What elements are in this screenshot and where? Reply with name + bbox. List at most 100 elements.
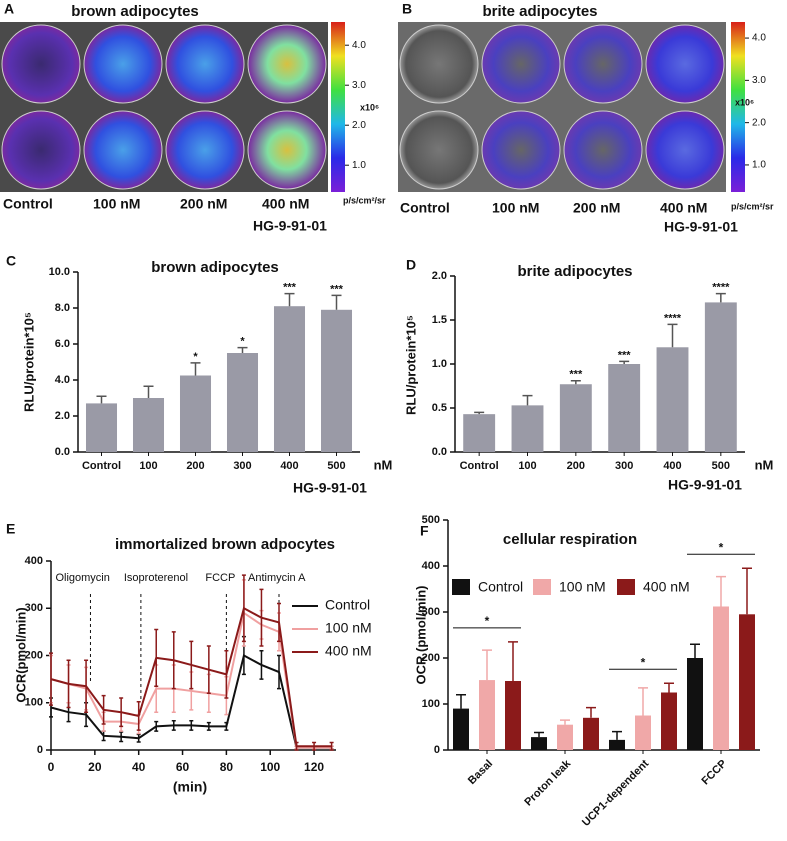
error-bar xyxy=(237,346,248,353)
panel-title: brite adipocytes xyxy=(482,3,597,20)
colorbar-tick-label: 3.0 xyxy=(752,75,766,86)
x-tick-label: 200 xyxy=(186,460,204,472)
y-tick-label: 1.5 xyxy=(432,314,447,326)
error-bar xyxy=(294,741,299,751)
x-tick-label: 100 xyxy=(139,460,157,472)
x-unit: nM xyxy=(374,457,393,472)
bar xyxy=(635,715,651,750)
colorbar-tick-label: 1.0 xyxy=(752,160,766,171)
x-unit: nM xyxy=(755,457,774,472)
well xyxy=(247,110,327,190)
panel-letter: C xyxy=(6,253,16,269)
x-tick-label: 0 xyxy=(48,760,55,774)
well xyxy=(645,110,725,190)
y-tick-label: 0.0 xyxy=(432,446,447,458)
well xyxy=(399,110,479,190)
x-tick-label: Proton leak xyxy=(522,757,573,808)
colorbar-tick-label: 3.0 xyxy=(352,80,366,91)
y-axis-label: RLU/protein*10⁵ xyxy=(21,312,36,412)
bar xyxy=(179,375,212,452)
error-bar xyxy=(277,654,281,690)
error-bar xyxy=(154,628,159,687)
y-tick-label: 2.0 xyxy=(432,270,447,282)
error-bar xyxy=(143,385,154,398)
column-label: 400 nM xyxy=(660,200,707,216)
legend-label: 100 nM xyxy=(325,620,372,636)
error-bar xyxy=(189,640,194,690)
error-bar xyxy=(690,643,700,658)
bar xyxy=(273,306,306,452)
bar xyxy=(656,347,689,452)
significance: **** xyxy=(664,312,682,324)
bar xyxy=(463,414,496,452)
error-bar xyxy=(638,687,648,716)
error-bar xyxy=(715,292,726,303)
x-tick-label: 100 xyxy=(518,460,536,472)
column-label: 400 nM xyxy=(262,196,309,212)
panel-letter: F xyxy=(420,523,429,539)
y-axis-label: RLU/protein*10⁵ xyxy=(403,315,418,415)
legend-label: 400 nM xyxy=(325,643,372,659)
error-bar xyxy=(96,395,107,404)
significance: * xyxy=(485,614,490,628)
error-bar xyxy=(259,588,264,647)
error-bar xyxy=(284,292,295,307)
well xyxy=(481,110,561,190)
error-bar xyxy=(171,631,176,690)
bar xyxy=(453,708,469,750)
error-bar xyxy=(522,394,533,406)
bar xyxy=(687,658,703,750)
legend-label: 400 nM xyxy=(643,579,690,595)
error-bar xyxy=(224,650,229,699)
bar xyxy=(531,737,547,750)
error-bar xyxy=(508,641,518,681)
well xyxy=(563,24,643,104)
x-axis-label: HG-9-91-01 xyxy=(668,477,742,493)
compound-label: HG-9-91-01 xyxy=(253,218,327,234)
error-bar xyxy=(241,574,246,643)
y-tick-label: 200 xyxy=(422,652,440,664)
x-tick-label: 200 xyxy=(567,460,585,472)
error-bar xyxy=(474,411,485,415)
x-tick-label: 120 xyxy=(304,760,324,774)
y-tick-label: 10.0 xyxy=(49,266,70,278)
error-bar xyxy=(586,706,596,718)
error-bar xyxy=(189,719,194,731)
annotation-label: FCCP xyxy=(205,572,235,584)
error-bar xyxy=(259,650,264,680)
well xyxy=(481,24,561,104)
bar xyxy=(85,403,118,452)
y-tick-label: 100 xyxy=(25,697,43,709)
panel-title: brown adipocytes xyxy=(71,3,199,20)
error-bar xyxy=(570,379,581,385)
error-bar xyxy=(612,730,622,740)
error-bar xyxy=(119,731,124,743)
error-bar xyxy=(331,294,342,310)
bar xyxy=(479,680,495,750)
annotation-label: Antimycin A xyxy=(248,572,306,584)
x-tick-label: 300 xyxy=(233,460,251,472)
bar xyxy=(320,309,353,452)
y-tick-label: 500 xyxy=(422,514,440,526)
panel-letter: A xyxy=(4,1,14,17)
panel-letter: D xyxy=(406,257,416,273)
colorbar-tick-label: 1.0 xyxy=(352,160,366,171)
legend-label: Control xyxy=(325,597,370,613)
y-tick-label: 100 xyxy=(422,698,440,710)
error-bar xyxy=(534,731,544,738)
error-bar xyxy=(224,721,229,731)
bar xyxy=(739,614,755,750)
error-bar xyxy=(154,720,159,732)
y-tick-label: 300 xyxy=(25,602,43,614)
colorbar-multiplier: x10⁶ xyxy=(735,97,754,107)
y-axis-label: OCR (pmol/min) xyxy=(413,586,428,685)
significance: * xyxy=(193,351,198,363)
x-tick-label: 400 xyxy=(663,460,681,472)
error-bar xyxy=(119,697,124,728)
error-bar xyxy=(667,323,678,348)
annotation-label: Oligomycin xyxy=(55,572,109,584)
bar xyxy=(661,692,677,750)
y-tick-label: 400 xyxy=(25,555,43,567)
x-tick-label: Basal xyxy=(466,758,495,787)
x-tick-label: FCCP xyxy=(700,758,730,788)
